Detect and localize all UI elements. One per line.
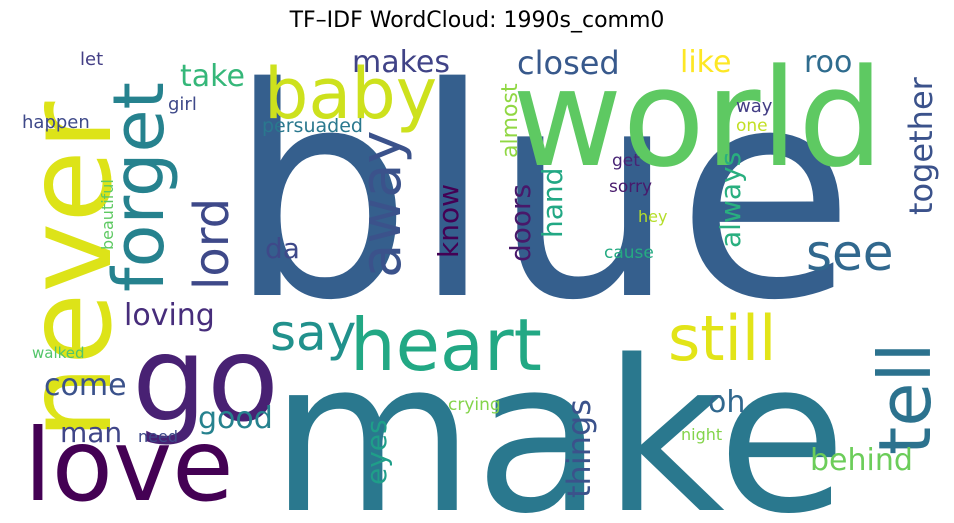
word-eyes: eyes: [360, 419, 393, 485]
word-happen: happen: [22, 112, 90, 133]
word-things: things: [560, 399, 598, 498]
word-doors: doors: [504, 184, 537, 262]
word-come: come: [44, 368, 127, 403]
word-make: make: [270, 315, 847, 523]
word-know: know: [432, 184, 465, 258]
word-sorry: sorry: [609, 177, 652, 197]
chart-title: TF–IDF WordCloud: 1990s_comm0: [289, 8, 665, 33]
word-see: see: [806, 224, 894, 282]
word-oh: oh: [708, 385, 745, 420]
word-da: da: [265, 232, 300, 265]
word-still: still: [668, 302, 776, 375]
word-makes: makes: [352, 45, 450, 80]
word-always: always: [714, 152, 747, 248]
word-loving: loving: [124, 298, 215, 333]
word-love: love: [24, 407, 234, 523]
word-almost: almost: [498, 83, 523, 158]
word-cause: cause: [604, 243, 654, 263]
word-together: together: [902, 76, 940, 215]
word-need: need: [138, 427, 178, 446]
word-walked: walked: [32, 344, 85, 362]
word-away: away: [349, 130, 414, 278]
word-roo: roo: [804, 45, 852, 80]
word-baby: baby: [264, 53, 437, 135]
word-let: let: [80, 49, 103, 70]
word-tell: tell: [863, 342, 947, 455]
word-like: like: [680, 45, 731, 80]
word-one: one: [736, 116, 768, 136]
word-hand: hand: [536, 168, 569, 238]
word-blue: blue: [228, 27, 855, 364]
word-girl: girl: [168, 94, 197, 115]
word-go: go: [132, 310, 279, 448]
word-say: say: [270, 304, 356, 362]
word-lord: lord: [184, 198, 240, 290]
word-hey: hey: [638, 207, 667, 226]
word-get: get: [612, 151, 640, 171]
word-behind: behind: [810, 443, 913, 478]
word-heart: heart: [350, 303, 542, 387]
word-persuaded: persuaded: [262, 115, 363, 137]
word-good: good: [198, 401, 273, 436]
word-never: never: [0, 101, 138, 440]
word-man: man: [60, 416, 122, 449]
word-world: world: [512, 40, 884, 197]
word-take: take: [180, 59, 245, 94]
word-beautiful: beautiful: [98, 179, 117, 250]
word-forget: forget: [98, 82, 180, 292]
word-way: way: [736, 96, 773, 117]
word-crying: crying: [448, 395, 501, 415]
word-closed: closed: [517, 44, 620, 82]
word-night: night: [681, 425, 722, 444]
